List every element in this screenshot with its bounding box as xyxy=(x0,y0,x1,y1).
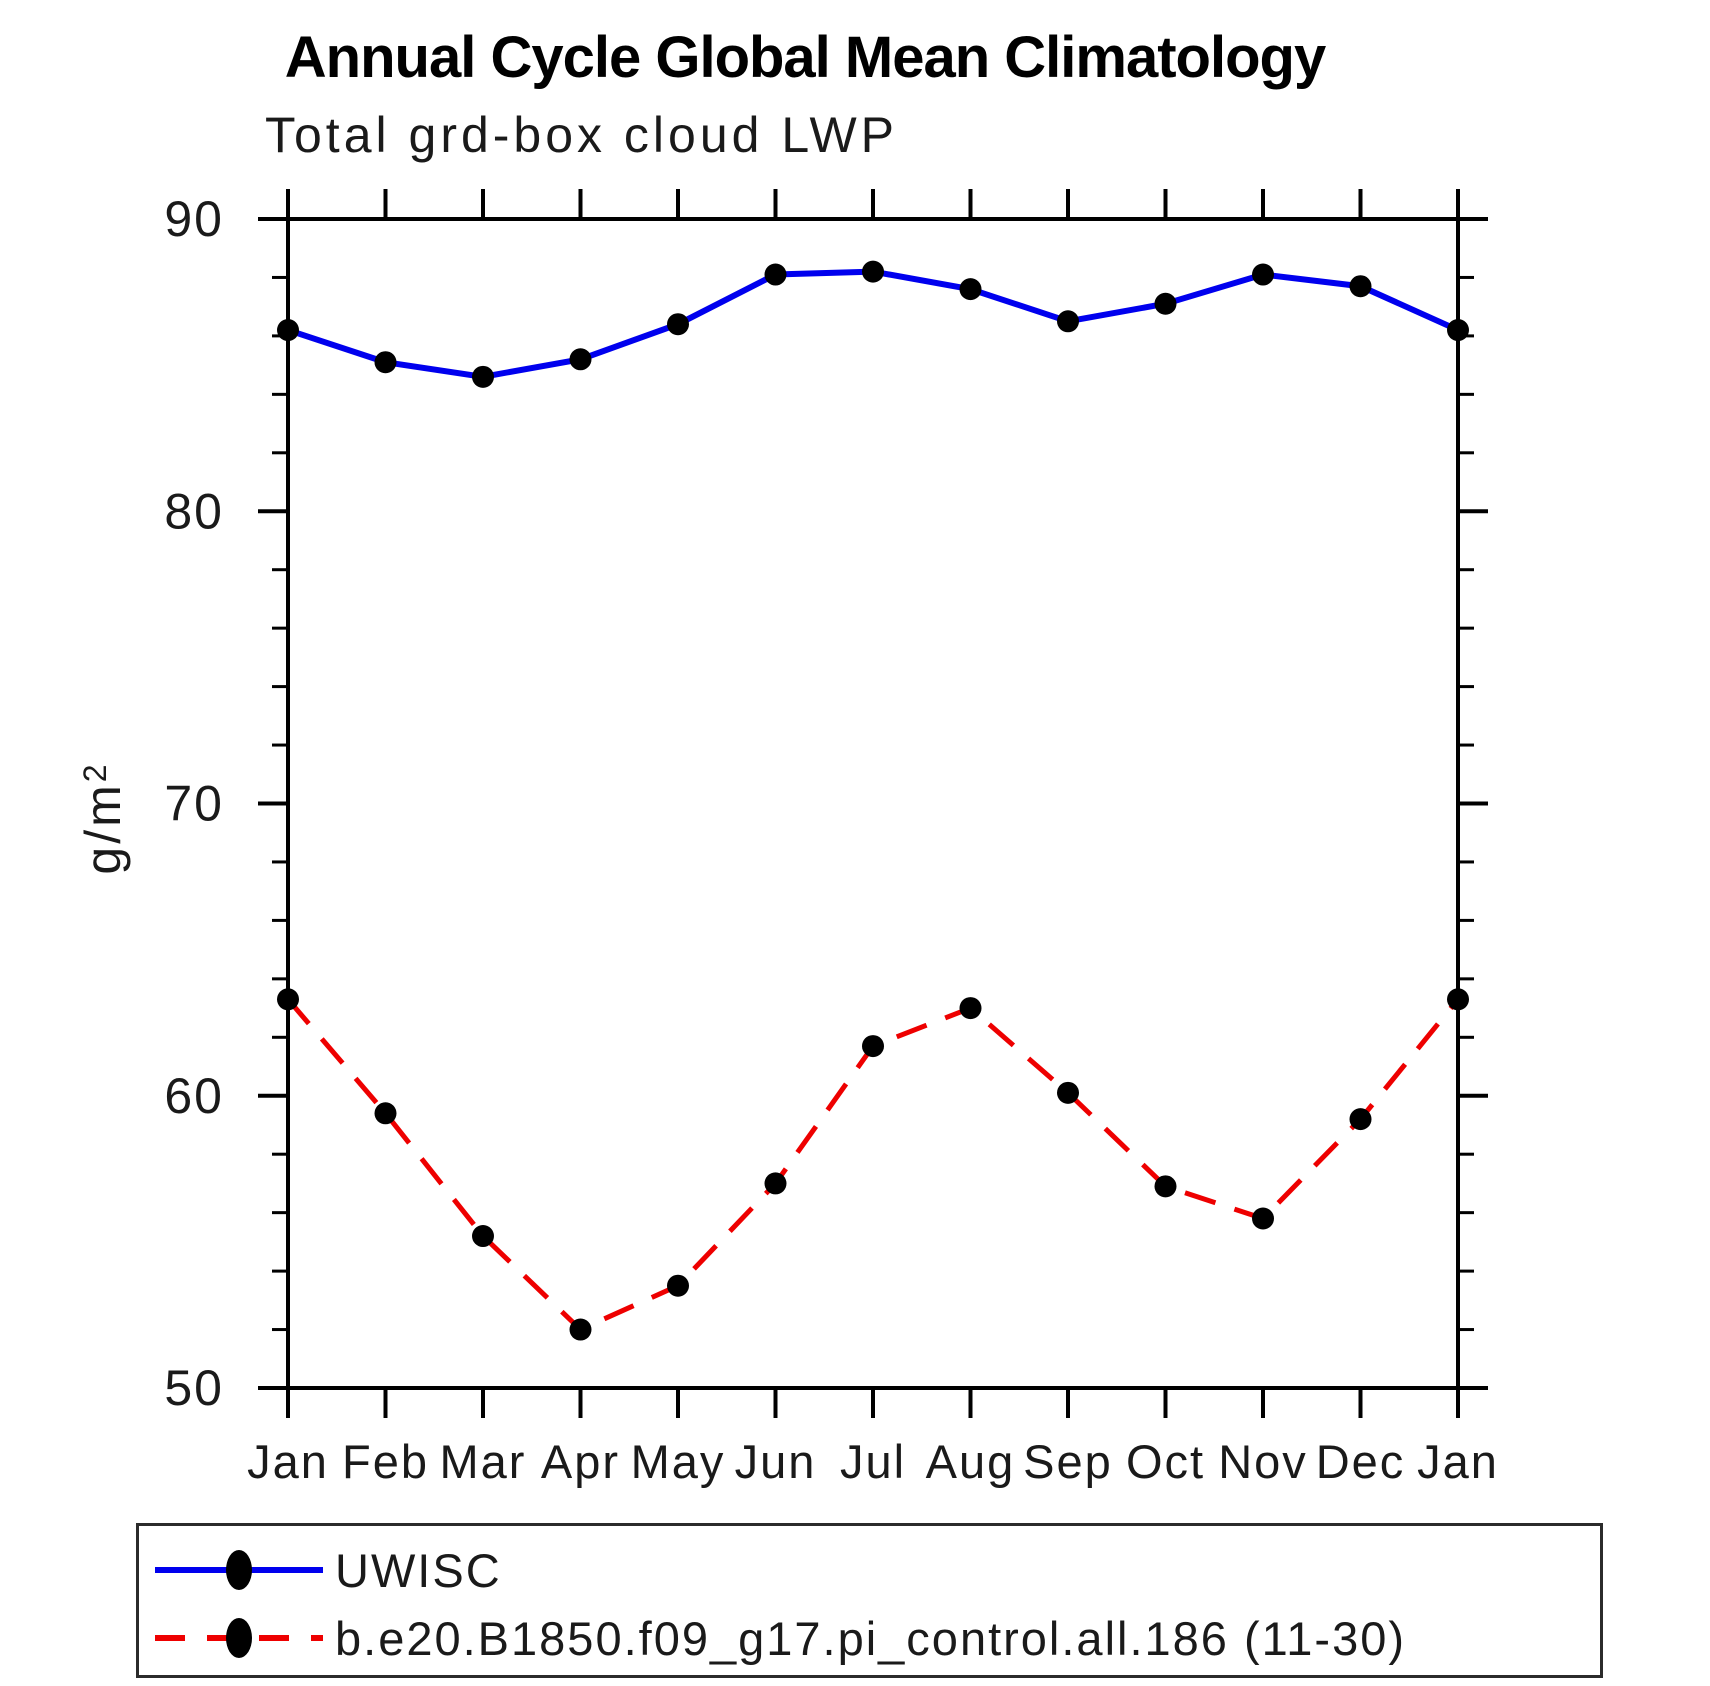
x-tick-label: May xyxy=(631,1435,726,1488)
x-tick-label: Nov xyxy=(1218,1435,1308,1488)
y-tick-label: 90 xyxy=(164,191,224,247)
x-tick-label: Apr xyxy=(541,1435,620,1488)
x-tick-label: Oct xyxy=(1126,1435,1205,1488)
data-point-model-jan xyxy=(277,988,299,1011)
data-point-model-may xyxy=(667,1274,689,1297)
x-tick-label: Jan xyxy=(247,1435,329,1488)
legend-box: UWISC b.e20.B1850.f09_g17.pi_control.all… xyxy=(136,1523,1603,1678)
data-point-uwisc-aug xyxy=(959,278,982,301)
legend-label-uwisc: UWISC xyxy=(335,1543,502,1597)
data-point-uwisc-feb xyxy=(374,351,397,374)
data-point-model-apr xyxy=(569,1318,592,1341)
chart-title: Annual Cycle Global Mean Climatology xyxy=(284,25,1326,90)
x-tick-label: Sep xyxy=(1023,1435,1113,1488)
x-tick-label: Jun xyxy=(735,1435,817,1488)
plot-border xyxy=(286,217,1460,1390)
legend-marker-dot xyxy=(226,1550,252,1590)
data-point-uwisc-oct xyxy=(1154,292,1177,315)
x-tick-label: Feb xyxy=(342,1435,429,1488)
x-tick-label: Mar xyxy=(440,1435,527,1488)
data-point-uwisc-jan xyxy=(1447,319,1469,342)
data-point-uwisc-dec xyxy=(1349,275,1372,298)
data-point-model-feb xyxy=(374,1102,397,1125)
data-point-uwisc-jan xyxy=(277,319,299,342)
data-point-model-jan xyxy=(1447,988,1469,1011)
legend-label-model: b.e20.B1850.f09_g17.pi_control.all.186 (… xyxy=(335,1611,1407,1665)
data-point-uwisc-jun xyxy=(764,263,787,286)
data-point-model-sep xyxy=(1057,1081,1079,1104)
x-tick-label: Aug xyxy=(926,1435,1016,1488)
data-point-model-mar xyxy=(472,1225,494,1248)
y-tick-label: 50 xyxy=(164,1360,224,1416)
data-point-model-jul xyxy=(862,1035,884,1058)
data-point-model-oct xyxy=(1154,1175,1177,1198)
chart-subtitle: Total grd-box cloud LWP xyxy=(265,107,898,163)
y-tick-label: 70 xyxy=(164,776,224,832)
data-point-uwisc-sep xyxy=(1057,310,1079,333)
data-point-model-dec xyxy=(1349,1108,1372,1131)
data-point-uwisc-may xyxy=(667,313,689,336)
data-point-model-nov xyxy=(1252,1207,1274,1230)
data-point-uwisc-mar xyxy=(472,365,494,388)
legend-marker-dot xyxy=(226,1618,252,1658)
y-tick-label: 80 xyxy=(164,483,224,539)
y-tick-label: 60 xyxy=(164,1068,224,1124)
data-point-uwisc-jul xyxy=(862,260,884,283)
legend-sample-uwisc xyxy=(155,1550,323,1590)
x-tick-label: Jan xyxy=(1417,1435,1499,1488)
data-point-model-jun xyxy=(764,1172,787,1195)
x-tick-label: Jul xyxy=(840,1435,906,1488)
legend-sample-model xyxy=(155,1618,323,1658)
x-tick-label: Dec xyxy=(1316,1435,1406,1488)
data-point-uwisc-apr xyxy=(569,348,592,371)
data-point-model-aug xyxy=(959,997,982,1020)
data-point-uwisc-nov xyxy=(1252,263,1274,286)
series-line-uwisc xyxy=(287,268,1460,380)
